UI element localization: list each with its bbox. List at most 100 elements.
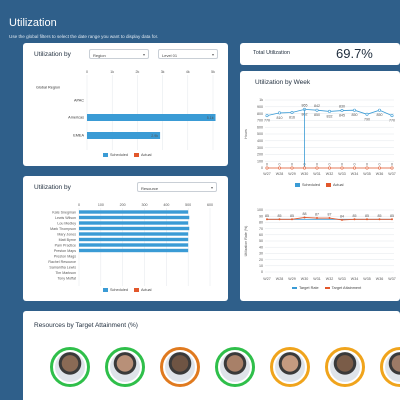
actual-point: [353, 166, 357, 170]
resource-select-value: Resource: [141, 185, 159, 191]
week-tick-label: W30: [301, 277, 308, 281]
y-tick-label: 1k: [259, 98, 263, 102]
y-tick-label: 600: [257, 125, 263, 129]
resource-label: Samantha Lewis: [49, 265, 76, 269]
week-tick-label: W34: [351, 277, 358, 281]
hours-axis-label: Hours: [244, 129, 248, 139]
rate-axis-label: Utilization Rate (%): [244, 226, 248, 257]
y-tick-label: 40: [259, 245, 263, 249]
region-select[interactable]: Region ▾: [89, 49, 149, 59]
hours-top-label: 842: [314, 104, 320, 108]
attainment-value-label: 85: [278, 214, 282, 218]
resource-avatar[interactable]: [160, 347, 200, 387]
actual-point: [315, 166, 319, 170]
attainment-point: [378, 218, 381, 221]
actual-value-label: 0: [379, 163, 381, 167]
x-tick-label: 3k: [161, 70, 165, 74]
week-tick-label: W31: [313, 172, 320, 176]
actual-value-label: 0: [291, 163, 293, 167]
actual-point: [290, 166, 294, 170]
y-tick-label: 80: [259, 221, 263, 225]
y-tick-label: 200: [257, 153, 263, 157]
x-tick-label: 400: [163, 203, 169, 207]
avatar-photo: [385, 352, 400, 382]
x-tick-label: 2k: [136, 70, 140, 74]
utilization-by-region-card: Utilization by Region ▾ Level 01 ▾ 0 1k 2k…: [23, 43, 228, 166]
legend-scheduled: Scheduled: [103, 288, 128, 292]
actual-value-label: 0: [329, 163, 331, 167]
chevron-down-icon: ▾: [211, 52, 214, 57]
bar-value-label: 5.1k: [207, 116, 214, 120]
resource-label: Mary Jones: [57, 232, 76, 236]
legend-actual: Actual: [133, 153, 152, 157]
attainment-value-label: 85: [265, 214, 269, 218]
y-tick-label: 60: [259, 233, 263, 237]
avatar-photo: [330, 352, 360, 382]
y-tick-label: 0: [261, 166, 263, 170]
actual-value-label: 0: [266, 163, 268, 167]
hours-legend: Scheduled Actual: [295, 183, 344, 187]
level-select[interactable]: Level 01 ▾: [158, 49, 218, 59]
attainment-point: [353, 218, 356, 221]
attainment-value-label: 88: [303, 212, 307, 216]
week-tick-label: W36: [376, 172, 383, 176]
resource-bar-chart: 0 100 200 300 400 500 600 Kate Snegman Lewis Wil…: [48, 203, 213, 286]
y-tick-label: 70: [259, 227, 263, 231]
legend-scheduled: Scheduled: [295, 183, 320, 187]
scheduled-bar: [79, 210, 189, 214]
resource-avatar[interactable]: [380, 347, 400, 387]
resource-label: Lou Medley: [57, 221, 76, 225]
y-tick-label: 400: [257, 139, 263, 143]
resource-avatar[interactable]: [105, 347, 145, 387]
x-tick-label: 5k: [211, 70, 215, 74]
attainment-value-label: 87: [328, 213, 332, 217]
page-title: Utilization: [9, 17, 57, 29]
actual-point: [365, 166, 369, 170]
y-tick-label: 900: [257, 105, 263, 109]
scheduled-value-label: 850: [352, 113, 358, 117]
actual-point: [378, 166, 382, 170]
legend-target-rate: Target Rate: [292, 286, 319, 290]
category-label: Americas: [68, 116, 84, 120]
level-select-value: Level 01: [162, 52, 178, 58]
attainment-point: [391, 218, 393, 221]
scheduled-bar: [79, 226, 190, 231]
resource-label: Mark Thompson: [50, 227, 76, 231]
hours-top-label: 865: [302, 103, 308, 107]
scheduled-point: [277, 111, 281, 115]
actual-point: [328, 166, 332, 170]
region-card-title: Utilization by: [34, 51, 71, 58]
week-tick-label: W33: [338, 277, 345, 281]
resource-label: Preston Mags: [54, 254, 76, 258]
avatar-photo: [110, 352, 140, 382]
week-tick-label: W35: [363, 172, 370, 176]
legend-scheduled: Scheduled: [103, 153, 128, 157]
scheduled-value-label: 790: [364, 117, 370, 121]
avatar-photo: [55, 352, 85, 382]
scheduled-bar: [79, 232, 189, 236]
avatar-photo: [275, 352, 305, 382]
resource-avatar[interactable]: [325, 347, 365, 387]
resource-avatar[interactable]: [215, 347, 255, 387]
attainment-point: [366, 218, 368, 221]
resource-avatar[interactable]: [50, 347, 90, 387]
total-utilization-card: Total Utilization 69.7%: [240, 43, 400, 65]
week-tick-label: W28: [276, 172, 283, 176]
week-tick-label: W31: [313, 277, 320, 281]
resource-label: Lewis Wilson: [55, 216, 76, 220]
y-tick-label: 0: [261, 270, 263, 274]
scheduled-point: [365, 112, 369, 116]
y-tick-label: 700: [257, 119, 263, 123]
resource-label: Pam Practice: [55, 243, 76, 247]
category-label: EMEA: [73, 134, 84, 138]
attainment-value-label: 84: [340, 214, 344, 218]
resource-avatar[interactable]: [270, 347, 310, 387]
attainment-value-label: 85: [378, 214, 382, 218]
resource-select[interactable]: Resource ▾: [137, 182, 217, 192]
resource-label: Kate Snegman: [52, 210, 76, 214]
page-subtitle: Use the global filters to select the dat…: [9, 34, 159, 39]
attainment-point: [266, 218, 268, 221]
week-tick-label: W32: [326, 277, 333, 281]
actual-value-label: 0: [316, 163, 318, 167]
actual-value-label: 0: [366, 163, 368, 167]
